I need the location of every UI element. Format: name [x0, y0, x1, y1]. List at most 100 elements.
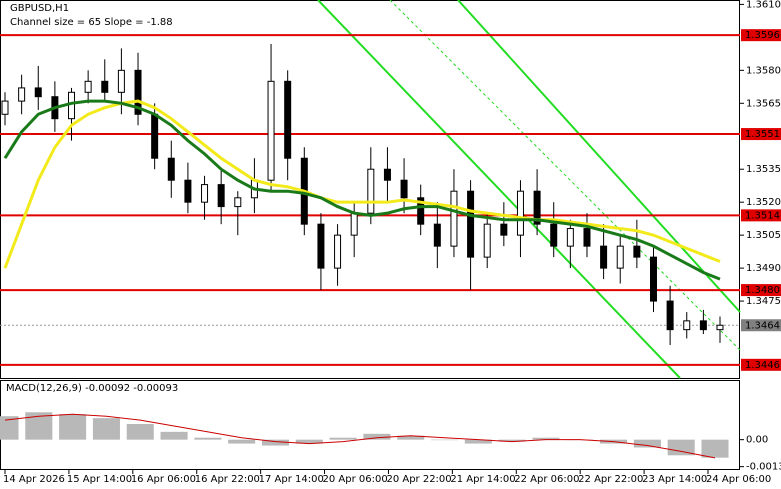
- y-tick-label: 1.3580: [746, 65, 781, 76]
- candle-body: [34, 87, 42, 98]
- level-tag: [741, 284, 781, 297]
- candle-body: [616, 245, 624, 269]
- x-tick-label: 17 Apr 14:00: [259, 474, 324, 485]
- channel-line: [317, 0, 681, 379]
- price-tag: [741, 319, 781, 332]
- candle-body: [716, 324, 724, 331]
- candle-body: [101, 80, 109, 93]
- candle-body: [217, 184, 225, 208]
- y-tick-label: -0.00138: [746, 462, 781, 473]
- candle-body: [151, 113, 159, 159]
- candle-body: [666, 300, 674, 331]
- x-tick-label: 21 Apr 14:00: [450, 474, 515, 485]
- candle-body: [583, 228, 591, 247]
- candle-body: [334, 234, 342, 269]
- macd-bar: [329, 437, 357, 440]
- x-tick-label: 14 Apr 2026: [3, 474, 65, 485]
- x-tick-label: 22 Apr 22:00: [578, 474, 643, 485]
- chart-subtitle: Channel size = 65 Slope = -1.88: [10, 17, 173, 28]
- candle-body: [600, 245, 608, 269]
- macd-bar: [59, 414, 87, 440]
- macd-bar: [295, 439, 323, 444]
- x-tick-label: 20 Apr 22:00: [386, 474, 451, 485]
- candle-body: [533, 190, 541, 225]
- candle-body: [134, 69, 142, 115]
- macd-signal: [4, 413, 716, 459]
- candle-body: [267, 80, 275, 181]
- candle-body: [633, 245, 641, 258]
- candle-body: [649, 256, 657, 302]
- macd-bar: [498, 439, 526, 442]
- x-tick-label: 15 Apr 14:00: [67, 474, 132, 485]
- macd-bar: [397, 435, 425, 440]
- y-tick-label: 1.3520: [746, 197, 781, 208]
- level-label: 1.3480: [745, 285, 780, 296]
- y-tick-label: 1.3475: [746, 296, 781, 307]
- candle-body: [683, 320, 691, 331]
- y-tick-label: 1.3505: [746, 230, 781, 241]
- candle-body: [383, 168, 391, 181]
- macd-bar: [633, 439, 661, 448]
- candle-body: [84, 80, 92, 93]
- x-tick-label: 22 Apr 06:00: [514, 474, 579, 485]
- x-tick-label: 24 Apr 06:00: [706, 474, 771, 485]
- price-label: 1.3464: [745, 320, 780, 331]
- level-tag: [741, 29, 781, 42]
- candle-body: [317, 223, 325, 269]
- y-tick-label: 1.3565: [746, 98, 781, 109]
- x-tick-label: 16 Apr 06:00: [131, 474, 196, 485]
- candle-body: [417, 197, 425, 225]
- ma-slow: [3, 99, 721, 281]
- candle-body: [467, 190, 475, 258]
- macd-bar: [126, 424, 154, 440]
- candle-body: [699, 320, 707, 331]
- macd-bar: [0, 416, 19, 440]
- macd-bar: [194, 437, 222, 440]
- level-label: 1.3446: [745, 360, 780, 371]
- candle-body: [284, 80, 292, 159]
- y-tick-label: 1.3535: [746, 164, 781, 175]
- level-tag: [741, 209, 781, 222]
- y-tick-label: 0.00: [746, 435, 768, 446]
- candle-body: [18, 87, 26, 102]
- channel-midline: [389, 0, 741, 351]
- x-tick-label: 20 Apr 06:00: [323, 474, 388, 485]
- macd-title: MACD(12,26,9) -0.00092 -0.00093: [6, 383, 178, 394]
- macd-bar: [431, 439, 459, 441]
- candle-body: [68, 91, 76, 120]
- level-label: 1.3514: [745, 210, 780, 221]
- candle-body: [184, 179, 192, 203]
- macd-bar: [667, 439, 695, 456]
- channel-line: [457, 0, 741, 313]
- candle-body: [433, 223, 441, 247]
- candle-body: [367, 168, 375, 214]
- level-tag: [741, 128, 781, 141]
- macd-bar: [701, 439, 729, 458]
- macd-bar: [532, 437, 560, 440]
- y-tick-label: 1.3610: [746, 0, 781, 10]
- macd-bar: [228, 439, 256, 444]
- candle-body: [117, 69, 125, 93]
- macd-bar: [160, 431, 188, 440]
- candle-body: [566, 228, 574, 247]
- candle-body: [350, 212, 358, 236]
- level-tag: [741, 358, 781, 371]
- candle-body: [167, 157, 175, 181]
- x-tick-label: 23 Apr 14:00: [642, 474, 707, 485]
- price-panel: [0, 0, 740, 379]
- macd-bar: [363, 433, 391, 440]
- candle-body: [1, 100, 9, 115]
- candle-body: [516, 190, 524, 236]
- candle-body: [550, 223, 558, 247]
- level-label: 1.3596: [745, 30, 780, 41]
- candle-body: [234, 197, 242, 208]
- candle-body: [483, 223, 491, 258]
- x-tick-label: 16 Apr 22:00: [195, 474, 260, 485]
- chart-title: GBPUSD,H1: [10, 3, 69, 14]
- macd-bar: [261, 439, 289, 446]
- candle-body: [450, 190, 458, 247]
- macd-bar: [92, 418, 120, 440]
